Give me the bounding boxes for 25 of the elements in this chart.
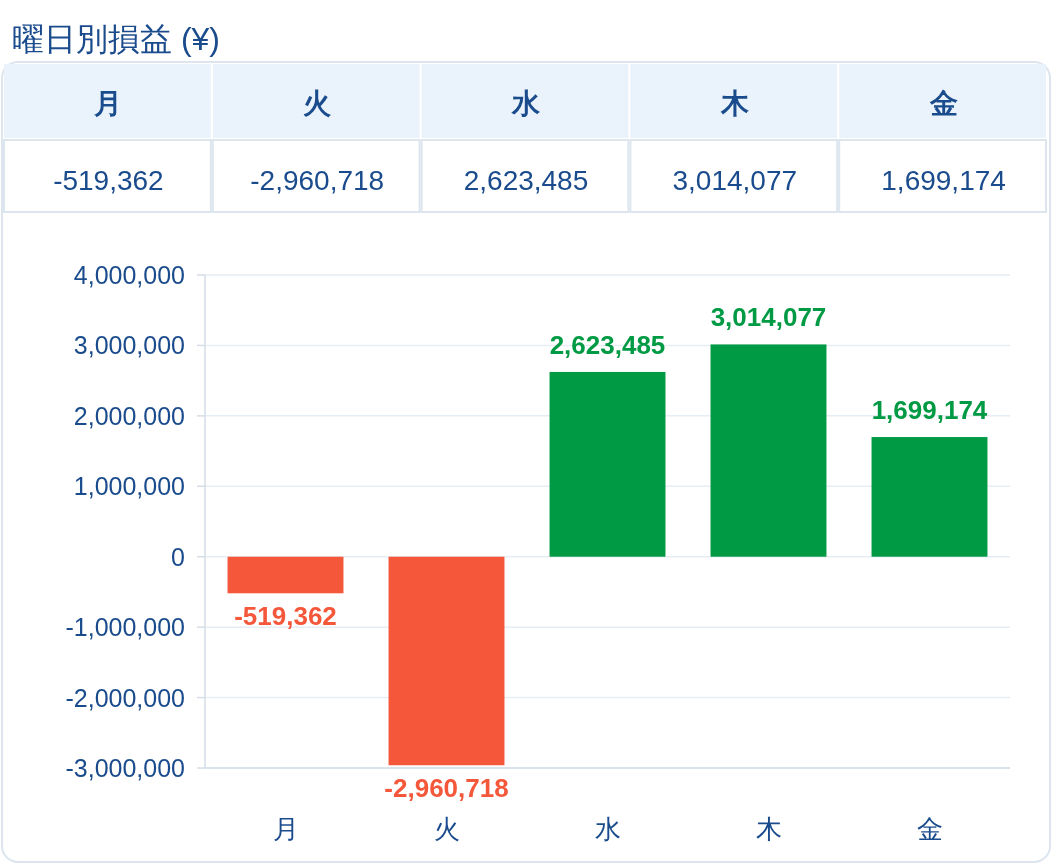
data-label: -519,362 [234,601,337,632]
y-tick-label: -2,000,000 [65,683,185,712]
bar [388,556,505,766]
bar [871,437,988,557]
chart-title: 曜日別損益 (¥) [12,21,220,57]
y-tick-label: 3,000,000 [73,331,185,360]
y-tick-label: -3,000,000 [65,754,185,782]
value-table: 月 -519,362 火 -2,960,718 水 2,623,485 木 3,014,077 金 1,699,174 [3,64,1047,213]
y-tick-label: -1,000,000 [65,613,185,642]
bar [227,556,344,594]
x-tick-label: 火 [433,814,460,844]
data-label: 3,014,077 [710,302,827,333]
y-tick-label: 1,000,000 [73,472,185,501]
x-tick-label: 水 [594,814,621,844]
x-tick-label: 木 [755,814,782,844]
bar [549,371,666,557]
x-tick-label: 金 [916,814,943,844]
bar [710,344,827,557]
x-tick-label: 月 [272,814,299,844]
data-label: 1,699,174 [871,395,988,426]
data-label: -2,960,718 [384,773,509,804]
data-label: 2,623,485 [549,329,666,360]
y-tick-label: 2,000,000 [73,401,185,430]
y-tick-label: 0 [171,542,185,571]
y-tick-label: 4,000,000 [73,261,185,289]
